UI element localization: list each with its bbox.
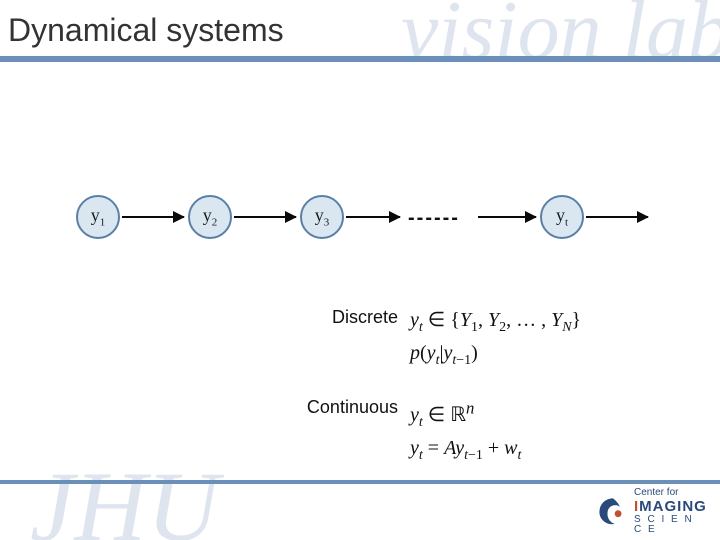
node-y1: y1	[76, 195, 120, 239]
formula-label: Continuous	[300, 395, 410, 418]
arrow	[122, 216, 184, 218]
formula-continuous: Continuous yt ∈ ℝn yt = Ayt−1 + wt	[300, 395, 680, 466]
node-label: y2	[203, 205, 218, 229]
node-label: y1	[91, 205, 106, 229]
logo-swirl-icon	[596, 495, 630, 529]
formula-discrete: Discrete yt ∈ {Y1, Y2, … , YN} p(yt|yt−1…	[300, 305, 680, 371]
formula-math: yt ∈ {Y1, Y2, … , YN} p(yt|yt−1)	[410, 305, 581, 371]
node-yt: yt	[540, 195, 584, 239]
ellipsis: ------	[408, 207, 460, 230]
arrow	[586, 216, 648, 218]
logo-line: S C I E N C E	[634, 515, 707, 536]
title-underline	[0, 56, 720, 62]
formula-math: yt ∈ ℝn yt = Ayt−1 + wt	[410, 395, 521, 466]
formula-line2: yt = Ayt−1 + wt	[410, 433, 521, 466]
node-y2: y2	[188, 195, 232, 239]
arrow	[478, 216, 536, 218]
node-y3: y3	[300, 195, 344, 239]
formula-line1: yt ∈ ℝn	[410, 404, 474, 426]
formula-line1: yt ∈ {Y1, Y2, … , YN}	[410, 309, 581, 331]
footer-logo: Center for IMAGING S C I E N C E	[596, 492, 706, 532]
logo-text: Center for IMAGING S C I E N C E	[634, 488, 707, 535]
formula-label: Discrete	[300, 305, 410, 328]
node-label: y3	[315, 205, 330, 229]
arrow	[234, 216, 296, 218]
page-title: Dynamical systems	[8, 12, 284, 49]
formulas-block: Discrete yt ∈ {Y1, Y2, … , YN} p(yt|yt−1…	[300, 305, 680, 490]
title-bar: Dynamical systems	[0, 0, 720, 60]
formula-line2: p(yt|yt−1)	[410, 338, 581, 371]
watermark-bottom: JHU	[30, 449, 219, 540]
logo-line: IMAGING	[634, 499, 707, 515]
footer-rule	[0, 480, 720, 484]
markov-chain: y1 y2 y3 yt ------	[60, 195, 680, 255]
node-label: yt	[556, 205, 568, 229]
arrow	[346, 216, 400, 218]
